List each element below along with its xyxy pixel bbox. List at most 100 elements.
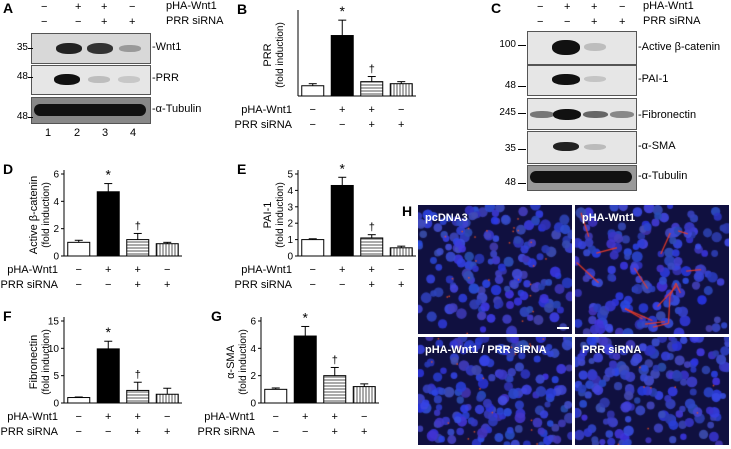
chart-y-tick-label: 0 [287, 252, 293, 263]
chart-condition-sign: + [164, 426, 170, 438]
chart-condition-label: pHA-Wnt1 [204, 411, 255, 423]
chart-condition-sign: + [302, 411, 308, 423]
chart-condition-sign: + [369, 104, 375, 116]
chart-condition-sign: − [76, 426, 82, 438]
chart-bar [67, 397, 91, 404]
panel-c-mw-tick [518, 86, 526, 87]
panel-a-lane-number: 3 [102, 127, 109, 139]
chart-bar [360, 81, 384, 97]
chart-bar [301, 85, 325, 97]
chart-significance-mark: * [106, 324, 112, 340]
chart-condition-sign: − [273, 426, 279, 438]
panel-a-blot-label: -Wnt1 [152, 41, 182, 53]
chart-condition-sign: + [105, 411, 111, 423]
chart-y-label: PAI-1 [262, 202, 274, 229]
micrograph-pcdna3: pcDNA3 [418, 205, 572, 334]
chart-condition-label: pHA-Wnt1 [241, 104, 292, 116]
chart-significance-mark: † [135, 369, 141, 381]
chart-condition-label: PRR siRNA [235, 279, 293, 291]
panel-c-sign: − [537, 1, 544, 13]
chart-bar [126, 389, 150, 404]
panel-a-blot-label: -PRR [152, 72, 179, 84]
panel-a-blot-label: -α-Tubulin [152, 103, 202, 115]
panel-c-mw-tick [518, 113, 526, 114]
panel-a-blot-prr [31, 65, 151, 95]
chart-condition-label: pHA-Wnt1 [7, 411, 58, 423]
chart-y-tick-label: 15 [48, 317, 60, 328]
panel-c-sign: + [591, 16, 598, 28]
chart-significance-mark: † [332, 354, 338, 366]
chart-condition-sign: + [105, 264, 111, 276]
chart-bar [323, 375, 347, 404]
chart-panel-letter: D [3, 161, 13, 177]
chart-panel-letter: B [237, 1, 247, 17]
panel-c-blot-label: -Active β-catenin [638, 41, 721, 53]
chart-panel-letter: F [3, 308, 12, 324]
panel-c-mw: 245 [499, 107, 516, 118]
panel-c-blot-label: -α-Tubulin [638, 170, 688, 182]
chart-y-label: PRR [262, 43, 274, 66]
panel-a-sign: − [75, 16, 82, 28]
chart-significance-mark: * [303, 309, 309, 325]
chart-y-label: Fibronectin [28, 335, 40, 389]
micrograph-phawnt1-prr-sirna: pHA-Wnt1 / PRR siRNA [418, 337, 572, 445]
chart-y-tick-label: 4 [53, 197, 59, 208]
panel-a-mw-tick [28, 77, 33, 78]
chart-y-label-2: (fold induction) [41, 329, 52, 395]
chart-y-tick-label: 2 [53, 224, 59, 235]
chart-significance-mark: † [135, 220, 141, 232]
chart-condition-sign: + [369, 119, 375, 131]
chart-condition-sign: − [398, 104, 404, 116]
chart-y-tick-label: 2 [287, 219, 293, 230]
micrograph-phawnt1: pHA-Wnt1 [575, 205, 729, 334]
chart-y-label: Active β-catenin [28, 176, 40, 254]
panel-c-blot-label: -PAI-1 [638, 73, 669, 85]
chart-y-tick-label: 1 [287, 235, 293, 246]
panel-c-mw: 35 [504, 143, 516, 154]
panel-a-sign: + [101, 16, 108, 28]
chart-bar [293, 335, 317, 404]
panel-c-sign: − [564, 16, 571, 28]
chart-significance-mark: * [340, 3, 346, 19]
chart-bar [264, 388, 288, 404]
chart-condition-sign: + [398, 279, 404, 291]
panel-c-sign: + [591, 1, 598, 13]
panel-a-mw-tick [28, 117, 33, 118]
chart-y-tick-label: 5 [287, 170, 293, 181]
chart-bar [389, 83, 413, 97]
chart-condition-sign: − [105, 279, 111, 291]
chart-condition-sign: − [105, 426, 111, 438]
chart-bar [352, 386, 376, 404]
panel-c-sign: − [619, 1, 626, 13]
micrograph-label: pHA-Wnt1 / PRR siRNA [425, 344, 547, 356]
chart-y-tick-label: 3 [287, 202, 293, 213]
chart-condition-label: PRR siRNA [198, 426, 256, 438]
micrograph-label: pcDNA3 [425, 212, 468, 224]
chart-condition-sign: − [398, 264, 404, 276]
chart-bar [360, 237, 384, 257]
chart-condition-label: pHA-Wnt1 [241, 264, 292, 276]
chart-condition-sign: − [339, 119, 345, 131]
chart-condition-sign: − [310, 264, 316, 276]
panel-c-mw-tick [518, 183, 526, 184]
chart-condition-sign: − [339, 279, 345, 291]
panel-c-sign: + [619, 16, 626, 28]
chart-bar [67, 241, 91, 257]
chart-bar [96, 348, 120, 404]
chart-y-label-2: (fold induction) [275, 182, 286, 248]
panel-c-blot-pai1 [527, 65, 637, 96]
panel-c-blot-beta-catenin [527, 31, 637, 65]
panel-c-mw-tick [518, 149, 526, 150]
panel-a-sign: + [75, 1, 82, 13]
chart-bar [301, 239, 325, 257]
panel-c-sign: − [537, 16, 544, 28]
chart-y-tick-label: 6 [53, 170, 59, 181]
chart-condition-sign: − [164, 411, 170, 423]
chart-condition-sign: − [310, 119, 316, 131]
chart-bar [155, 243, 179, 257]
panel-a-mw: 48 [16, 111, 28, 122]
chart-y-label-2: (fold induction) [275, 22, 286, 88]
chart-significance-mark: * [106, 167, 112, 183]
chart-y-tick-label: 0 [250, 399, 256, 410]
panel-a-sign: − [41, 16, 48, 28]
